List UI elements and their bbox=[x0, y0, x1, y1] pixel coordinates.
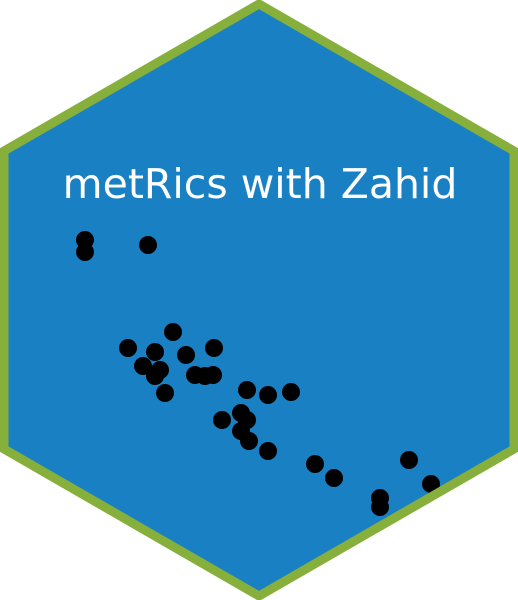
sticker-title: metRics with Zahid bbox=[63, 160, 458, 208]
scatter-dot bbox=[240, 432, 258, 450]
scatter-dot bbox=[139, 236, 157, 254]
scatter-dot bbox=[371, 498, 389, 516]
scatter-dot bbox=[177, 346, 195, 364]
scatter-dot bbox=[204, 366, 222, 384]
scatter-dot bbox=[282, 383, 300, 401]
scatter-dot bbox=[76, 243, 94, 261]
scatter-dot bbox=[259, 386, 277, 404]
scatter-dot bbox=[146, 367, 164, 385]
scatter-dot bbox=[156, 384, 174, 402]
scatter-dot bbox=[164, 323, 182, 341]
hex-background bbox=[4, 4, 514, 596]
scatter-dot bbox=[238, 381, 256, 399]
scatter-dot bbox=[119, 339, 137, 357]
scatter-dot bbox=[213, 411, 231, 429]
scatter-dot bbox=[306, 455, 324, 473]
scatter-dot bbox=[205, 339, 223, 357]
scatter-dot bbox=[146, 343, 164, 361]
scatter-points bbox=[76, 231, 440, 516]
scatter-dot bbox=[259, 442, 277, 460]
scatter-dot bbox=[400, 451, 418, 469]
scatter-dot bbox=[422, 475, 440, 493]
scatter-dot bbox=[325, 469, 343, 487]
scatter-dot bbox=[134, 357, 152, 375]
